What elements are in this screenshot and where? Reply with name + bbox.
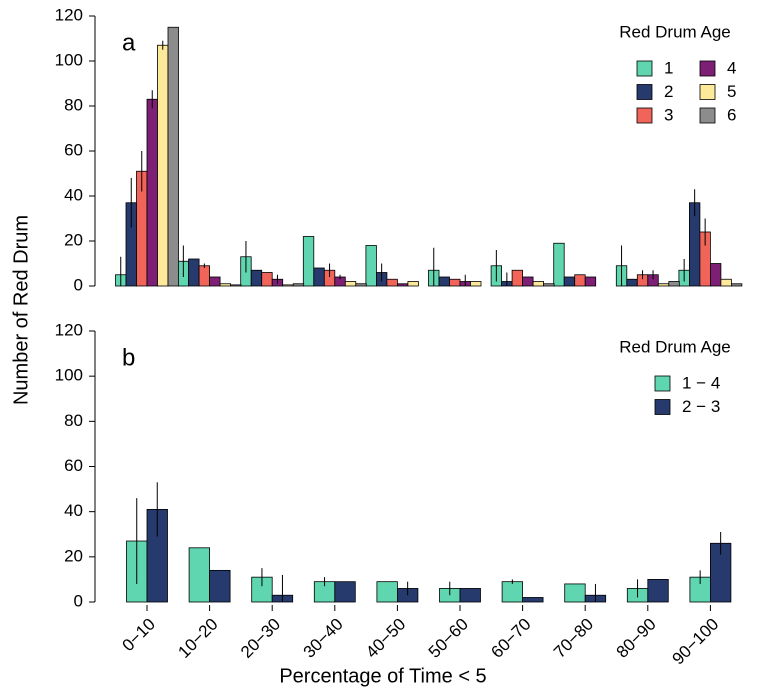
- legend-label: 6: [727, 105, 736, 124]
- legend-swatch: [699, 84, 716, 100]
- bar: [355, 283, 367, 287]
- x-tick-label: 30−40: [300, 615, 347, 662]
- bar: [553, 242, 565, 287]
- legend-swatch: [636, 60, 653, 77]
- bar: [511, 269, 523, 287]
- bar: [720, 278, 732, 287]
- bar: [584, 276, 597, 287]
- bar: [710, 263, 722, 287]
- bar: [198, 265, 211, 287]
- y-tick-label: 60: [64, 140, 83, 159]
- y-tick-label: 40: [64, 501, 83, 520]
- bar: [334, 581, 356, 603]
- bar: [282, 284, 294, 287]
- bar: [563, 276, 576, 287]
- bar: [532, 281, 544, 287]
- bar: [219, 283, 232, 287]
- bar: [657, 283, 670, 287]
- bar: [157, 44, 169, 287]
- bar: [313, 267, 325, 287]
- bar: [470, 281, 482, 287]
- legend-label: 2: [664, 82, 673, 101]
- bar: [146, 98, 158, 287]
- x-tick-label: 90−100: [669, 615, 723, 669]
- bar: [167, 26, 179, 287]
- bar: [647, 579, 669, 603]
- bar: [209, 276, 221, 287]
- y-tick-label: 100: [55, 50, 83, 69]
- legend-label: 1: [664, 58, 673, 77]
- legend-swatch: [654, 399, 671, 415]
- bar: [449, 278, 461, 287]
- y-tick-label: 120: [55, 320, 83, 339]
- bar: [292, 283, 305, 287]
- panel-label: b: [122, 344, 135, 371]
- y-tick-label: 100: [55, 366, 83, 385]
- bar: [365, 245, 377, 287]
- bar: [459, 588, 481, 603]
- y-tick-label: 20: [64, 546, 83, 565]
- bar: [188, 547, 211, 603]
- x-tick-label: 80−90: [613, 615, 660, 662]
- bar: [302, 236, 315, 287]
- x-tick-label: 0−10: [118, 615, 159, 656]
- legend-label: 1 − 4: [682, 373, 720, 392]
- bar: [522, 597, 544, 603]
- x-tick-label: 70−80: [550, 615, 597, 662]
- y-tick-label: 20: [64, 230, 83, 249]
- bar: [438, 276, 450, 287]
- legend-label: 3: [664, 105, 673, 124]
- bar: [574, 274, 586, 287]
- y-tick-label: 0: [74, 275, 83, 294]
- legend-swatch: [699, 60, 716, 77]
- x-tick-label: 10−20: [174, 615, 221, 662]
- legend-label: 2 − 3: [682, 397, 720, 416]
- bar: [344, 281, 357, 287]
- bar: [407, 281, 419, 287]
- y-axis-label: Number of Red Drum: [10, 215, 32, 405]
- legend-title: Red Drum Age: [619, 22, 731, 41]
- legend-label: 5: [727, 82, 736, 101]
- bar: [668, 281, 680, 287]
- x-tick-label: 60−70: [487, 615, 534, 662]
- legend-title: Red Drum Age: [619, 337, 731, 356]
- bar: [396, 283, 409, 287]
- legend-swatch: [699, 107, 716, 124]
- bar: [501, 581, 524, 603]
- x-axis-label: Percentage of Time < 5: [279, 665, 486, 687]
- bar: [564, 583, 586, 603]
- bar: [376, 581, 398, 603]
- bar: [386, 278, 398, 287]
- bar: [543, 283, 555, 287]
- bar: [522, 276, 534, 287]
- legend-swatch: [654, 375, 671, 392]
- legend-swatch: [636, 84, 653, 100]
- x-tick-label: 40−50: [362, 615, 409, 662]
- bar: [261, 272, 273, 287]
- bar: [230, 284, 242, 287]
- y-tick-label: 80: [64, 411, 83, 430]
- panel-label: a: [122, 29, 136, 56]
- bar: [209, 569, 231, 603]
- y-tick-label: 40: [64, 185, 83, 204]
- bar: [626, 278, 638, 287]
- legend-label: 4: [727, 58, 736, 77]
- bar: [731, 283, 743, 287]
- legend-swatch: [636, 107, 653, 124]
- y-tick-label: 120: [55, 5, 83, 24]
- y-tick-label: 80: [64, 95, 83, 114]
- x-tick-label: 50−60: [425, 615, 472, 662]
- y-tick-label: 60: [64, 456, 83, 475]
- bar: [250, 269, 263, 287]
- y-tick-label: 0: [74, 591, 83, 610]
- x-tick-label: 20−30: [237, 615, 284, 662]
- bar: [188, 258, 200, 287]
